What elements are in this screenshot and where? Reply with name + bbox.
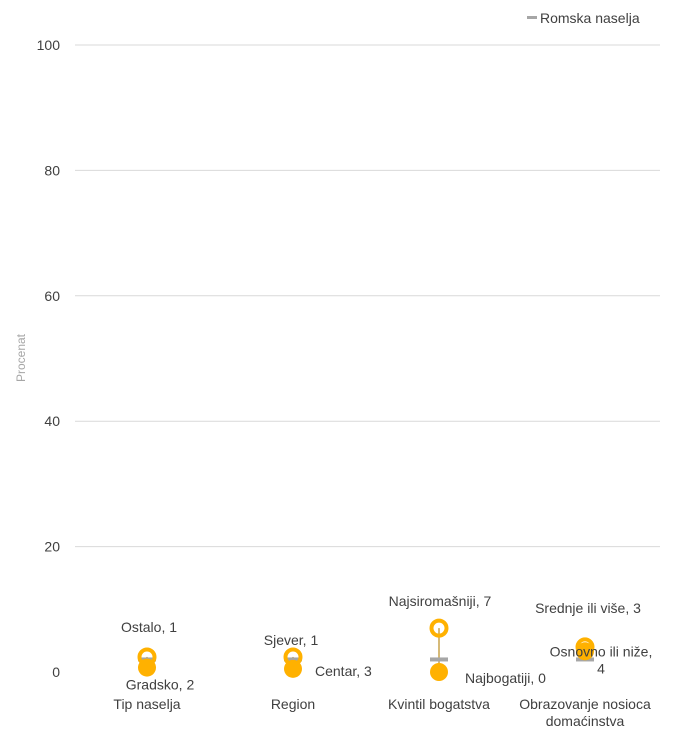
low-data-label: Najbogatiji, 0 xyxy=(465,670,546,686)
category-label: Tip naselja xyxy=(113,696,180,712)
category-label: domaćinstva xyxy=(546,713,625,729)
y-tick-labels: 0 20 40 60 80 100 xyxy=(37,37,61,680)
y-tick-label: 40 xyxy=(44,413,60,429)
low-data-label: Centar, 3 xyxy=(315,663,372,679)
category-label: Kvintil bogatstva xyxy=(388,696,490,712)
low-point xyxy=(576,642,594,661)
category-label: Obrazovanje nosioca xyxy=(519,696,651,712)
high-data-label: Ostalo, 1 xyxy=(121,619,177,635)
high-data-label: Sjever, 1 xyxy=(264,632,319,648)
high-point xyxy=(575,637,595,657)
category-labels: Tip naselja Region Kvintil bogatstva Obrazo… xyxy=(113,696,651,729)
legend: Romska naselja xyxy=(527,10,640,26)
y-tick-label: 0 xyxy=(52,664,60,680)
y-tick-label: 20 xyxy=(44,539,60,555)
low-point xyxy=(430,663,448,681)
gridlines xyxy=(75,44,660,548)
reference-marker xyxy=(284,657,302,662)
high-data-label: Srednje ili više, 3 xyxy=(535,600,641,616)
data-marks: Ostalo, 1 Gradsko, 2 Sjever, 1 Centar, 3 Naj… xyxy=(121,593,652,693)
y-tick-label: 100 xyxy=(37,37,61,53)
high-point xyxy=(137,647,157,667)
high-data-label: Najsiromašniji, 7 xyxy=(389,593,492,609)
y-axis-title: Procenat xyxy=(14,333,28,382)
data-group: Ostalo, 1 Gradsko, 2 xyxy=(121,619,194,693)
low-data-label: 4 xyxy=(597,660,605,676)
data-group: Najsiromašniji, 7 Najbogatiji, 0 xyxy=(389,593,547,686)
y-tick-label: 80 xyxy=(44,162,60,178)
low-data-label: Osnovno ili niže, xyxy=(550,643,653,659)
high-point xyxy=(283,647,303,667)
category-label: Region xyxy=(271,696,315,712)
data-group: Sjever, 1 Centar, 3 xyxy=(264,632,372,679)
data-group: Srednje ili više, 3 Osnovno ili niže,4 xyxy=(535,600,652,676)
high-point xyxy=(429,618,449,638)
legend-label: Romska naselja xyxy=(540,10,640,26)
legend-marker xyxy=(527,16,537,19)
reference-marker xyxy=(430,657,448,662)
low-data-label: Gradsko, 2 xyxy=(126,677,195,693)
y-tick-label: 60 xyxy=(44,288,60,304)
